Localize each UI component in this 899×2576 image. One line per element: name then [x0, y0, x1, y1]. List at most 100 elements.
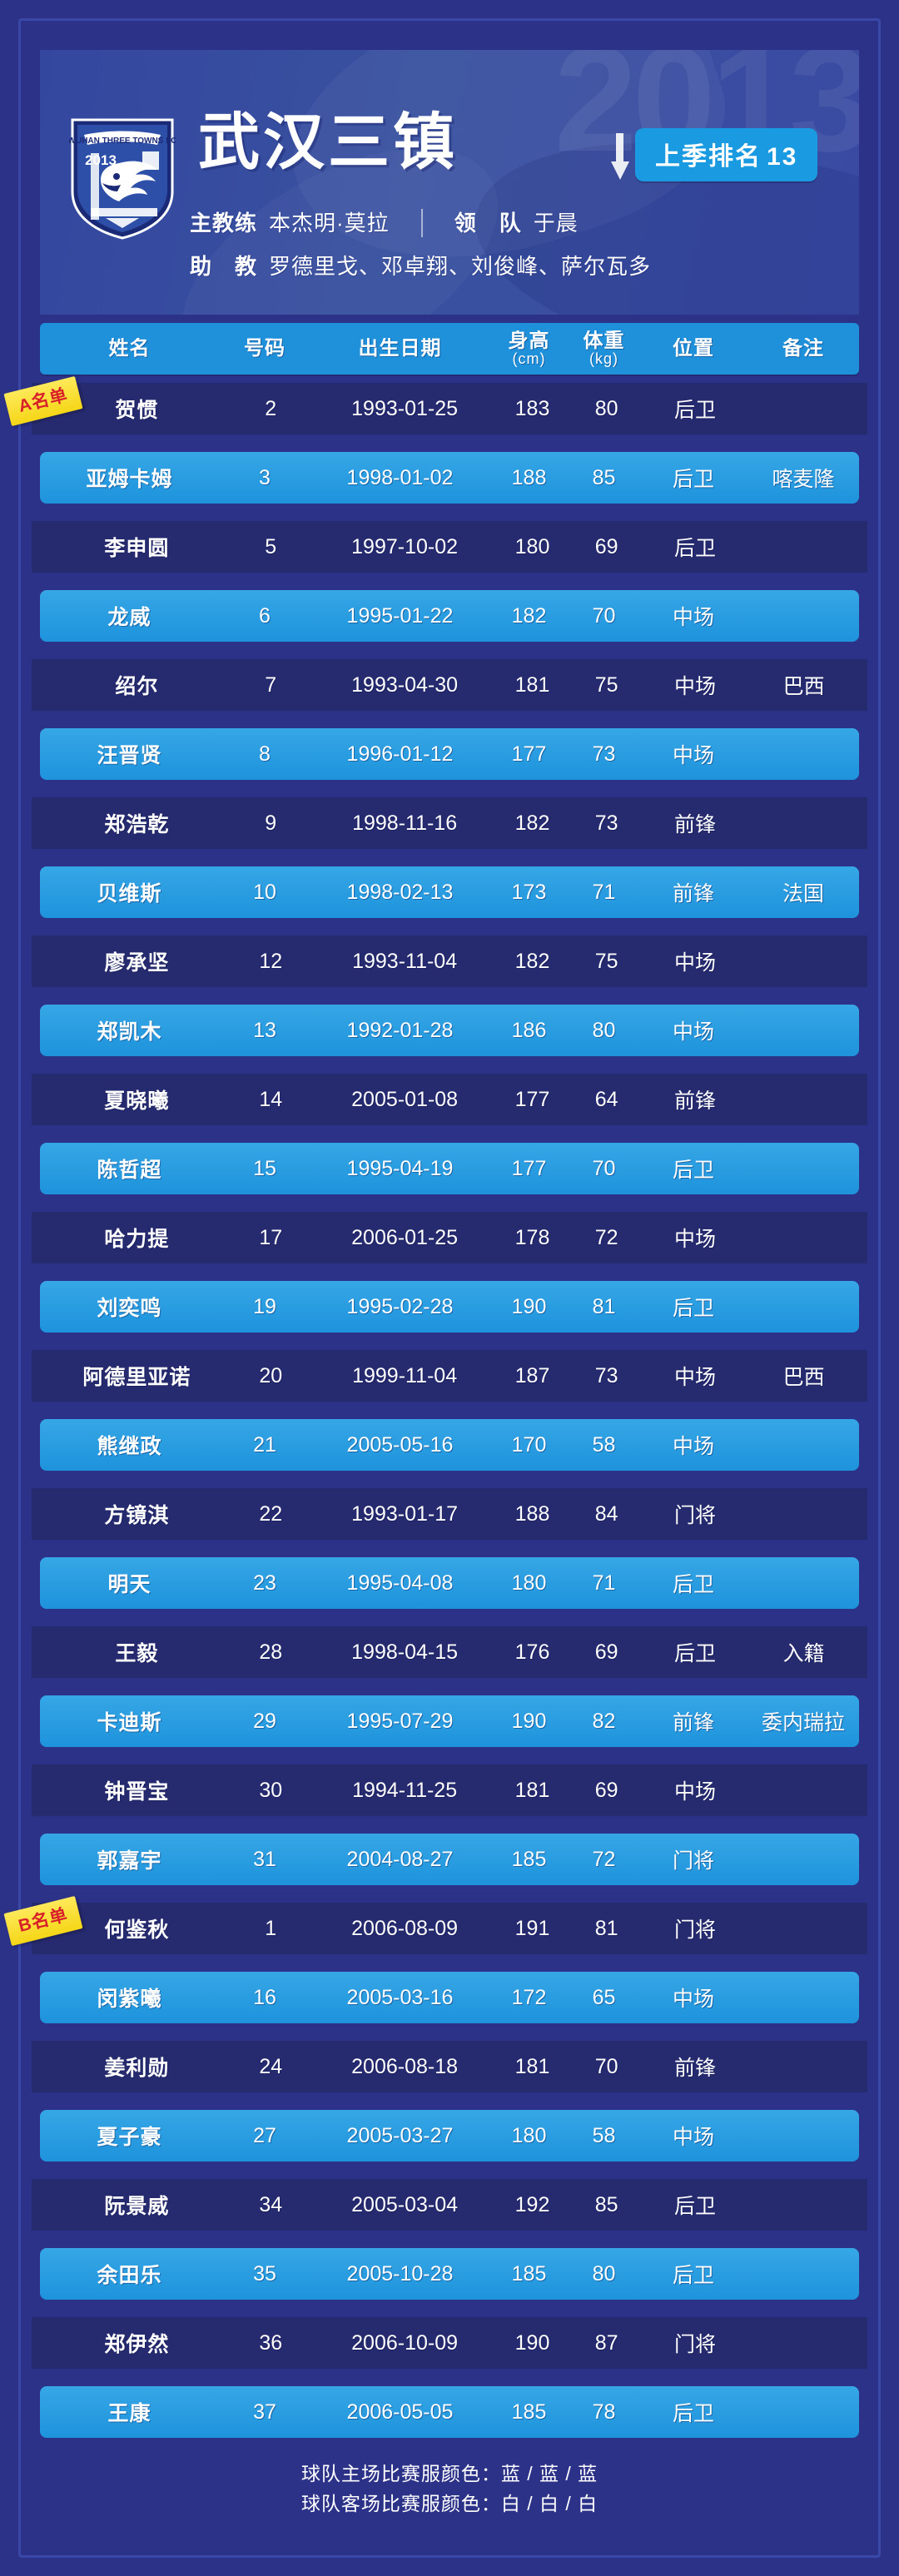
table-row[interactable]: 郑伊然 36 2006-10-09 190 87 门将 [32, 2317, 867, 2369]
cell-name: 郭嘉宇 [97, 1849, 162, 1873]
cell-name: 姜利勋 [104, 2057, 170, 2080]
cell-dob: 1995-04-19 [346, 1156, 454, 1180]
cell-position: 前锋 [672, 882, 714, 906]
cell-dob: 1995-01-22 [346, 603, 454, 628]
table-row[interactable]: 贺惯 2 1993-01-25 183 80 后卫 [32, 383, 867, 434]
cell-note: 巴西 [782, 1366, 825, 1389]
cell-dob: 1998-11-16 [352, 811, 458, 835]
table-row[interactable]: 阮景威 34 2005-03-04 192 85 后卫 [32, 2179, 867, 2231]
column-header-note: 备注 [782, 338, 824, 360]
cell-weight: 58 [592, 1432, 616, 1457]
table-row[interactable]: 陈哲超 15 1995-04-19 177 70 后卫 [40, 1143, 859, 1194]
table-row[interactable]: 阿德里亚诺 20 1999-11-04 187 73 中场 巴西 [32, 1350, 867, 1402]
column-header-weight-text: 体重 [583, 330, 625, 352]
table-row[interactable]: 汪晋贤 8 1996-01-12 177 73 中场 [40, 728, 859, 780]
cell-number: 16 [253, 1985, 276, 2009]
table-row[interactable]: 郑浩乾 9 1998-11-16 182 73 前锋 [32, 797, 867, 849]
cell-dob: 2006-08-09 [351, 1916, 459, 1940]
cell-name: 明天 [107, 1573, 151, 1596]
club-badge-icon: ★ WUHAN THREE TOWNS FC ★ 2013 [69, 115, 176, 240]
cell-height: 170 [511, 1432, 547, 1457]
table-row[interactable]: 卡迪斯 29 1995-07-29 190 82 前锋 委内瑞拉 [40, 1695, 859, 1747]
table-row[interactable]: 贝维斯 10 1998-02-13 173 71 前锋 法国 [40, 866, 859, 918]
cell-name: 何鉴秋 [104, 1918, 170, 1942]
cell-weight: 82 [592, 1709, 616, 1733]
column-header-number: 号码 [244, 338, 286, 360]
cell-height: 183 [514, 396, 550, 420]
cell-name: 熊继政 [97, 1435, 162, 1458]
cell-height: 187 [514, 1363, 550, 1387]
table-row[interactable]: 郭嘉宇 31 2004-08-27 185 72 门将 [40, 1834, 859, 1885]
table-row[interactable]: 夏晓曦 14 2005-01-08 177 64 前锋 [32, 1074, 867, 1125]
cell-height: 177 [514, 1087, 550, 1111]
cell-dob: 1993-11-04 [352, 949, 458, 973]
column-header-weight-unit: (kg) [589, 350, 618, 368]
cell-weight: 65 [592, 1985, 616, 2009]
cell-dob: 1998-01-02 [346, 465, 454, 489]
cell-height: 180 [511, 2123, 547, 2147]
cell-height: 181 [514, 1778, 550, 1802]
cell-dob: 2005-10-28 [346, 2261, 454, 2286]
cell-position: 中场 [674, 675, 717, 698]
cell-weight: 58 [592, 2123, 616, 2147]
cell-dob: 2005-03-27 [346, 2123, 454, 2147]
cell-name: 哈力提 [104, 1228, 170, 1251]
cell-dob: 1995-02-28 [346, 1294, 454, 1318]
cell-weight: 69 [594, 1640, 618, 1664]
table-row[interactable]: 余田乐 35 2005-10-28 185 80 后卫 [40, 2248, 859, 2300]
table-row[interactable]: 闵紫曦 16 2005-03-16 172 65 中场 [40, 1972, 859, 2023]
cell-number: 1 [265, 1916, 277, 1940]
cell-number: 21 [253, 1432, 276, 1457]
table-row[interactable]: 李申圆 5 1997-10-02 180 69 后卫 [32, 521, 867, 573]
cell-name: 贝维斯 [97, 882, 162, 906]
table-row[interactable]: 王康 37 2006-05-05 185 78 后卫 [40, 2386, 859, 2438]
cell-height: 186 [511, 1018, 547, 1042]
cell-name: 郑浩乾 [104, 813, 170, 836]
table-row[interactable]: 绍尔 7 1993-04-30 181 75 中场 巴西 [32, 659, 867, 711]
table-row[interactable]: 姜利勋 24 2006-08-18 181 70 前锋 [32, 2041, 867, 2092]
table-row[interactable]: 亚姆卡姆 3 1998-01-02 188 85 后卫 喀麦隆 [40, 452, 859, 504]
cell-weight: 85 [594, 2192, 618, 2216]
table-row[interactable]: 王毅 28 1998-04-15 176 69 后卫 入籍 [32, 1626, 867, 1678]
table-row[interactable]: 哈力提 17 2006-01-25 178 72 中场 [32, 1212, 867, 1263]
cell-dob: 1995-04-08 [346, 1571, 454, 1595]
cell-weight: 69 [594, 1778, 618, 1802]
cell-height: 192 [514, 2192, 550, 2216]
table-row[interactable]: 何鉴秋 1 2006-08-09 191 81 门将 [32, 1903, 867, 1954]
cell-name: 陈哲超 [97, 1159, 162, 1182]
cell-dob: 1997-10-02 [351, 534, 459, 558]
last-season-rank-badge: 上季排名 13 [635, 128, 818, 181]
head-coach-label: 主教练 [190, 211, 258, 236]
cell-position: 门将 [674, 2333, 717, 2356]
away-kit-colors: 球队客场比赛服颜色：白 / 白 / 白 [300, 2492, 599, 2514]
cell-position: 前锋 [674, 2057, 717, 2080]
cell-height: 190 [511, 1709, 547, 1733]
cell-weight: 70 [592, 1156, 616, 1180]
column-header-height-text: 身高 [508, 330, 550, 352]
cell-name: 夏晓曦 [104, 1089, 170, 1113]
table-row[interactable]: 郑凯木 13 1992-01-28 186 80 中场 [40, 1005, 859, 1056]
table-row[interactable]: 龙威 6 1995-01-22 182 70 中场 [40, 590, 859, 642]
cell-height: 188 [514, 1501, 550, 1526]
cell-position: 中场 [674, 1780, 717, 1804]
cell-number: 34 [259, 2192, 283, 2216]
assistant-coach-value: 罗德里戈、邓卓翔、刘俊峰、萨尔瓦多 [269, 254, 652, 279]
cell-height: 191 [514, 1916, 550, 1940]
table-row[interactable]: 夏子豪 27 2005-03-27 180 58 中场 [40, 2110, 859, 2162]
cell-weight: 81 [594, 1916, 618, 1940]
cell-dob: 1995-07-29 [346, 1709, 454, 1733]
table-row[interactable]: 钟晋宝 30 1994-11-25 181 69 中场 [32, 1764, 867, 1816]
cell-number: 10 [253, 880, 276, 904]
table-row[interactable]: 熊继政 21 2005-05-16 170 58 中场 [40, 1419, 859, 1471]
table-row[interactable]: 明天 23 1995-04-08 180 71 后卫 [40, 1557, 859, 1609]
table-row[interactable]: 廖承坚 12 1993-11-04 182 75 中场 [32, 936, 867, 987]
cell-name: 廖承坚 [104, 951, 170, 975]
cell-height: 188 [511, 465, 547, 489]
table-row[interactable]: 方镜淇 22 1993-01-17 188 84 门将 [32, 1488, 867, 1540]
cell-position: 中场 [674, 951, 717, 975]
cell-dob: 2005-03-16 [346, 1985, 454, 2009]
cell-weight: 87 [594, 2330, 618, 2355]
table-row[interactable]: 刘奕鸣 19 1995-02-28 190 81 后卫 [40, 1281, 859, 1333]
cell-number: 29 [253, 1709, 276, 1733]
staff-row-assistants: 助 教罗德里戈、邓卓翔、刘俊峰、萨尔瓦多 [190, 250, 651, 280]
